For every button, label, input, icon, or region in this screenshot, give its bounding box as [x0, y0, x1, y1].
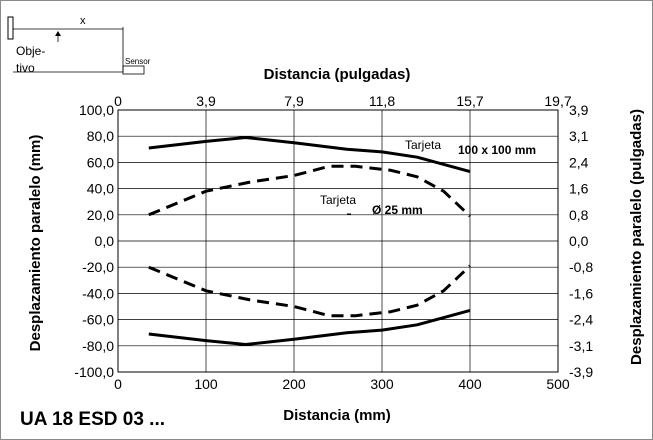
model-label: UA 18 ESD 03 ... — [20, 409, 165, 430]
x-tick-label: 200 — [282, 376, 306, 392]
annotation-tarjeta-small: Tarjeta — [320, 193, 356, 207]
y2-tick-label: 1,6 — [569, 181, 589, 197]
x2-tick-label: 19,7 — [544, 93, 571, 109]
data-series — [148, 136, 472, 346]
y2-tick-label: -3,1 — [569, 338, 593, 354]
y2-tick-label: 2,4 — [569, 154, 589, 170]
target-plate — [7, 16, 14, 40]
y2-tick-label: 3,9 — [569, 102, 589, 118]
y-tick-label: -80,0 — [82, 338, 114, 354]
y-tick-label: -20,0 — [82, 259, 114, 275]
y2-tick-label: -3,9 — [569, 364, 593, 380]
tick-labels: 0 0 100 3,9 200 7,9 300 11,8 400 15,7 500 19,7 100,0… — [74, 93, 593, 392]
diagram-sensor-label: Sensor — [125, 57, 151, 66]
x-tick-label: 500 — [546, 376, 570, 392]
x-tick-label: 0 — [114, 376, 122, 392]
y-tick-label: 60,0 — [87, 154, 114, 170]
series-line-3 — [148, 164, 472, 218]
y-tick-label: 20,0 — [87, 207, 114, 223]
y2-tick-label: 0,0 — [569, 233, 589, 249]
annotation-size-small: Ø 25 mm — [372, 203, 423, 217]
y2-axis-title: Desplazamiento paralelo (pulgadas) — [628, 109, 645, 365]
series-line-2 — [148, 308, 471, 346]
series-line-1 — [148, 136, 471, 174]
x-tick-label: 100 — [194, 376, 218, 392]
y-tick-label: 0,0 — [95, 233, 115, 249]
offset-arrowhead — [55, 31, 61, 36]
diagram-target-label-1: Obje- — [16, 44, 45, 58]
y2-tick-label: -2,4 — [569, 312, 593, 328]
sensor-body — [122, 65, 145, 75]
x2-tick-label: 0 — [114, 93, 122, 109]
annotation-tarjeta-large: Tarjeta — [405, 138, 441, 152]
y-tick-label: 100,0 — [79, 102, 114, 118]
y-tick-label: 40,0 — [87, 181, 114, 197]
x-axis-title: Distancia (mm) — [283, 407, 391, 424]
grid — [117, 109, 559, 373]
x2-tick-label: 11,8 — [369, 93, 395, 109]
annotation-size-large: 100 x 100 mm — [458, 143, 536, 157]
y2-tick-label: 3,1 — [569, 128, 589, 144]
x2-axis-title: Distancia (pulgadas) — [264, 66, 411, 83]
x-tick-label: 400 — [458, 376, 482, 392]
y-tick-label: 80,0 — [87, 128, 114, 144]
y2-tick-label: -1,6 — [569, 285, 593, 301]
x2-tick-label: 3,9 — [196, 93, 216, 109]
y-tick-label: -100,0 — [74, 364, 114, 380]
y2-tick-label: 0,8 — [569, 207, 589, 223]
series-line-4 — [148, 264, 472, 318]
sensor-diagram: x Obje- tivo Sensor — [7, 15, 151, 75]
y-axis-title: Desplazamiento paralelo (mm) — [27, 135, 44, 352]
y-tick-label: -40,0 — [82, 285, 114, 301]
x2-tick-label: 7,9 — [284, 93, 304, 109]
y-tick-label: -60,0 — [82, 312, 114, 328]
diagram-target-label-2: tivo — [16, 61, 35, 75]
x-tick-label: 300 — [370, 376, 394, 392]
x2-tick-label: 15,7 — [456, 93, 483, 109]
diagram-x-label: x — [80, 15, 86, 27]
y2-tick-label: -0,8 — [569, 259, 593, 275]
